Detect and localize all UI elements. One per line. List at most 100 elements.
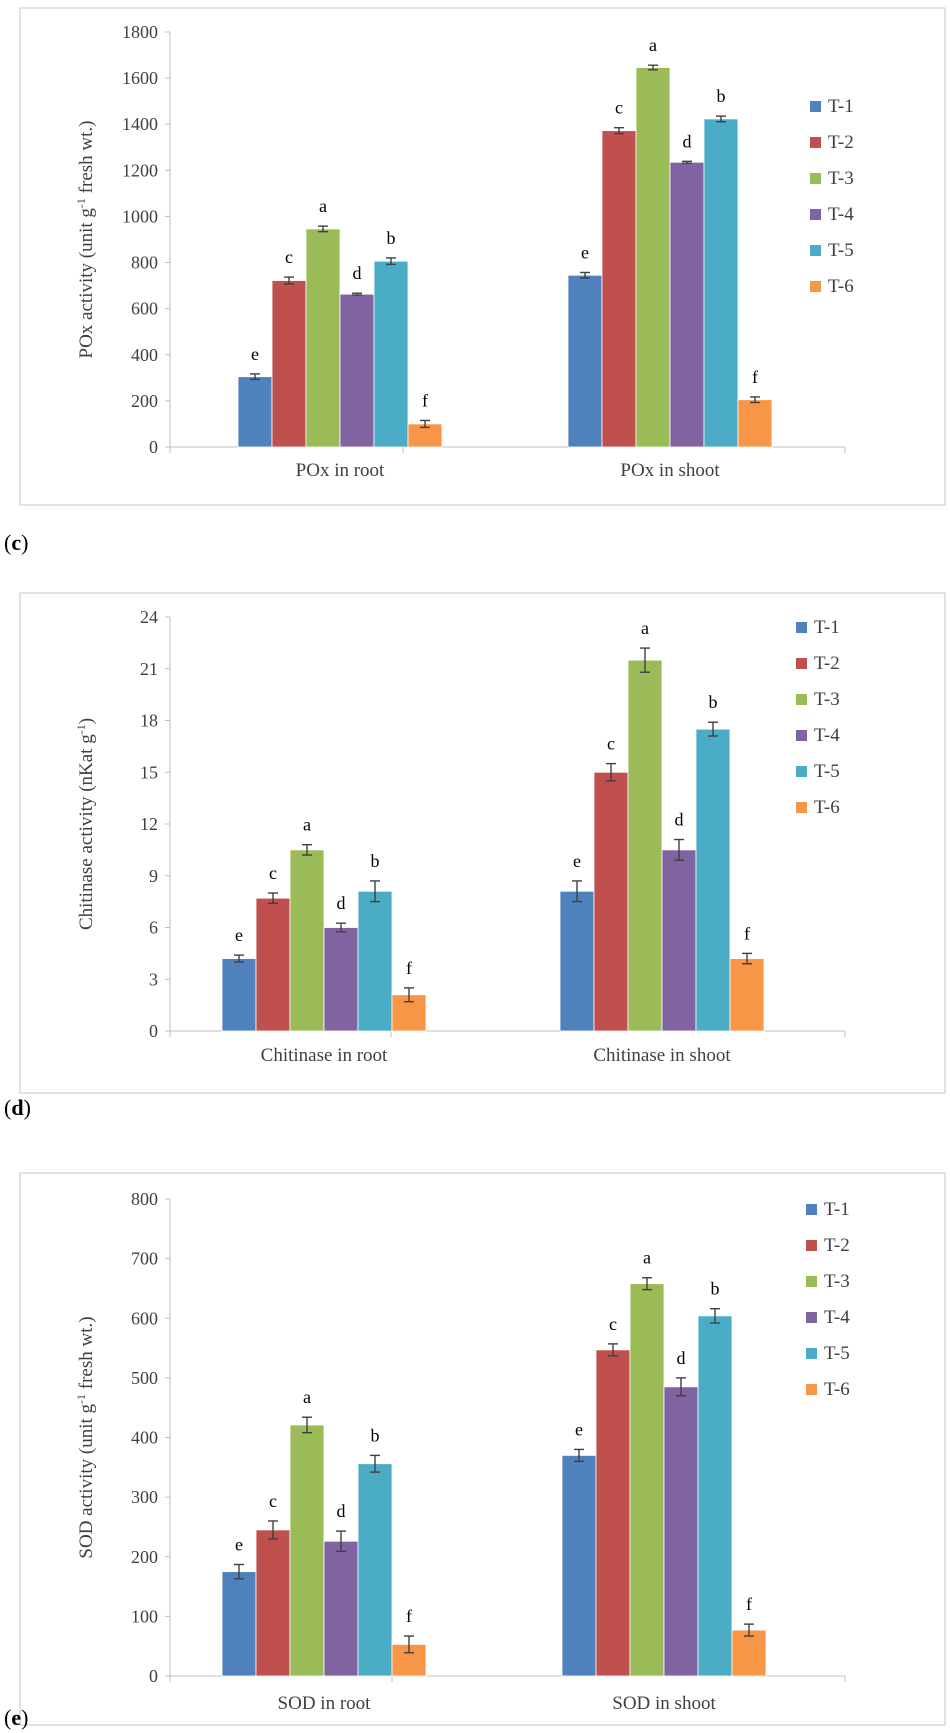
legend-swatch xyxy=(806,1204,817,1215)
legend-swatch xyxy=(810,101,821,112)
legend-swatch xyxy=(810,173,821,184)
legend-label: T-3 xyxy=(814,689,840,710)
x-category-label: SOD in root xyxy=(278,1693,372,1714)
bar xyxy=(664,1387,698,1676)
y-tick-label: 0 xyxy=(149,1666,158,1686)
legend-label: T-3 xyxy=(828,168,854,189)
bar xyxy=(358,891,392,1031)
significance-letter: d xyxy=(683,131,692,151)
y-tick-label: 400 xyxy=(131,1428,158,1448)
legend-label: T-1 xyxy=(828,96,854,117)
legend-label: T-6 xyxy=(824,1379,850,1400)
chitinase-activity-chart: 0 3 6 9 12 15 18 21 24 Chitinase activity (nKat g… xyxy=(0,585,950,1130)
y-tick-label: 9 xyxy=(149,866,158,886)
y-tick-label: 1600 xyxy=(122,68,158,88)
legend-label: T-2 xyxy=(824,1235,850,1256)
x-category-label: POx in root xyxy=(296,460,385,481)
legend-swatch xyxy=(810,281,821,292)
sod-activity-chart: 0 100 200 300 400 500 600 700 800 SOD activity (u… xyxy=(0,1165,950,1733)
bar xyxy=(698,1316,732,1676)
legend-swatch xyxy=(806,1240,817,1251)
panel-label-e: (e) xyxy=(4,1705,28,1731)
legend-swatch xyxy=(796,730,807,741)
legend-swatch xyxy=(806,1348,817,1359)
significance-letter: a xyxy=(641,618,649,638)
chart-frame xyxy=(20,8,945,505)
bar xyxy=(290,850,324,1031)
y-tick-label: 24 xyxy=(140,607,158,627)
significance-letter: c xyxy=(609,1314,617,1334)
legend-label: T-5 xyxy=(828,240,854,261)
x-category-label: Chitinase in shoot xyxy=(593,1045,731,1066)
significance-letter: d xyxy=(337,1501,346,1521)
significance-letter: b xyxy=(387,228,396,248)
legend-label: T-1 xyxy=(824,1199,850,1220)
bar xyxy=(290,1425,324,1676)
legend-label: T-2 xyxy=(814,653,840,674)
significance-letter: c xyxy=(607,734,615,754)
y-tick-label: 3 xyxy=(149,969,158,989)
y-tick-label: 600 xyxy=(131,299,158,319)
bar xyxy=(358,1464,392,1676)
significance-letter: f xyxy=(744,923,750,943)
bar xyxy=(568,275,602,447)
legend-label: T-4 xyxy=(828,204,854,225)
y-tick-label: 1200 xyxy=(122,160,158,180)
significance-letter: a xyxy=(649,35,657,55)
legend-label: T-6 xyxy=(828,276,854,297)
legend-label: T-6 xyxy=(814,797,840,818)
significance-letter: d xyxy=(337,893,346,913)
significance-letter: e xyxy=(573,851,581,871)
y-axis-label: POx activity (unit g-1 fresh wt.) xyxy=(74,121,97,359)
significance-letter: e xyxy=(581,242,589,262)
chart-panel-c: 0 200 400 600 800 1000 1200 1400 1600 1800 POx act… xyxy=(0,0,950,520)
significance-letter: c xyxy=(269,863,277,883)
bar xyxy=(374,261,408,447)
y-tick-label: 800 xyxy=(131,1189,158,1209)
chart-panel-d: 0 3 6 9 12 15 18 21 24 Chitinase activity (nKat g… xyxy=(0,585,950,1130)
y-tick-label: 400 xyxy=(131,345,158,365)
y-tick-label: 15 xyxy=(140,762,158,782)
legend-swatch xyxy=(796,766,807,777)
panel-label-d: (d) xyxy=(4,1095,31,1121)
legend-swatch xyxy=(796,802,807,813)
y-tick-label: 600 xyxy=(131,1308,158,1328)
significance-letter: b xyxy=(709,692,718,712)
bar xyxy=(324,1541,358,1676)
legend-swatch xyxy=(806,1384,817,1395)
legend-swatch xyxy=(806,1276,817,1287)
bar xyxy=(560,891,594,1031)
x-category-label: Chitinase in root xyxy=(261,1045,388,1066)
significance-letter: d xyxy=(677,1348,686,1368)
significance-letter: a xyxy=(319,196,327,216)
bar xyxy=(272,281,306,447)
bar xyxy=(630,1284,664,1676)
legend-label: T-3 xyxy=(824,1271,850,1292)
significance-letter: a xyxy=(643,1248,651,1268)
bar xyxy=(306,229,340,447)
significance-letter: b xyxy=(717,86,726,106)
significance-letter: a xyxy=(303,815,311,835)
legend-label: T-4 xyxy=(824,1307,850,1328)
y-tick-label: 1400 xyxy=(122,114,158,134)
significance-letter: c xyxy=(269,1491,277,1511)
chart-frame xyxy=(20,1173,945,1725)
legend-label: T-2 xyxy=(828,132,854,153)
y-tick-label: 700 xyxy=(131,1249,158,1269)
bar xyxy=(238,377,272,447)
y-tick-label: 12 xyxy=(140,814,158,834)
significance-letter: b xyxy=(371,1425,380,1445)
y-tick-label: 100 xyxy=(131,1606,158,1626)
significance-letter: e xyxy=(575,1419,583,1439)
bar xyxy=(636,68,670,447)
significance-letter: d xyxy=(353,263,362,283)
y-tick-label: 800 xyxy=(131,253,158,273)
legend-swatch xyxy=(810,137,821,148)
y-tick-label: 200 xyxy=(131,1547,158,1567)
panel-label-c: (c) xyxy=(4,530,28,556)
bar xyxy=(340,294,374,447)
bar xyxy=(602,131,636,447)
significance-letter: c xyxy=(615,98,623,118)
significance-letter: f xyxy=(752,367,758,387)
bar xyxy=(696,729,730,1031)
